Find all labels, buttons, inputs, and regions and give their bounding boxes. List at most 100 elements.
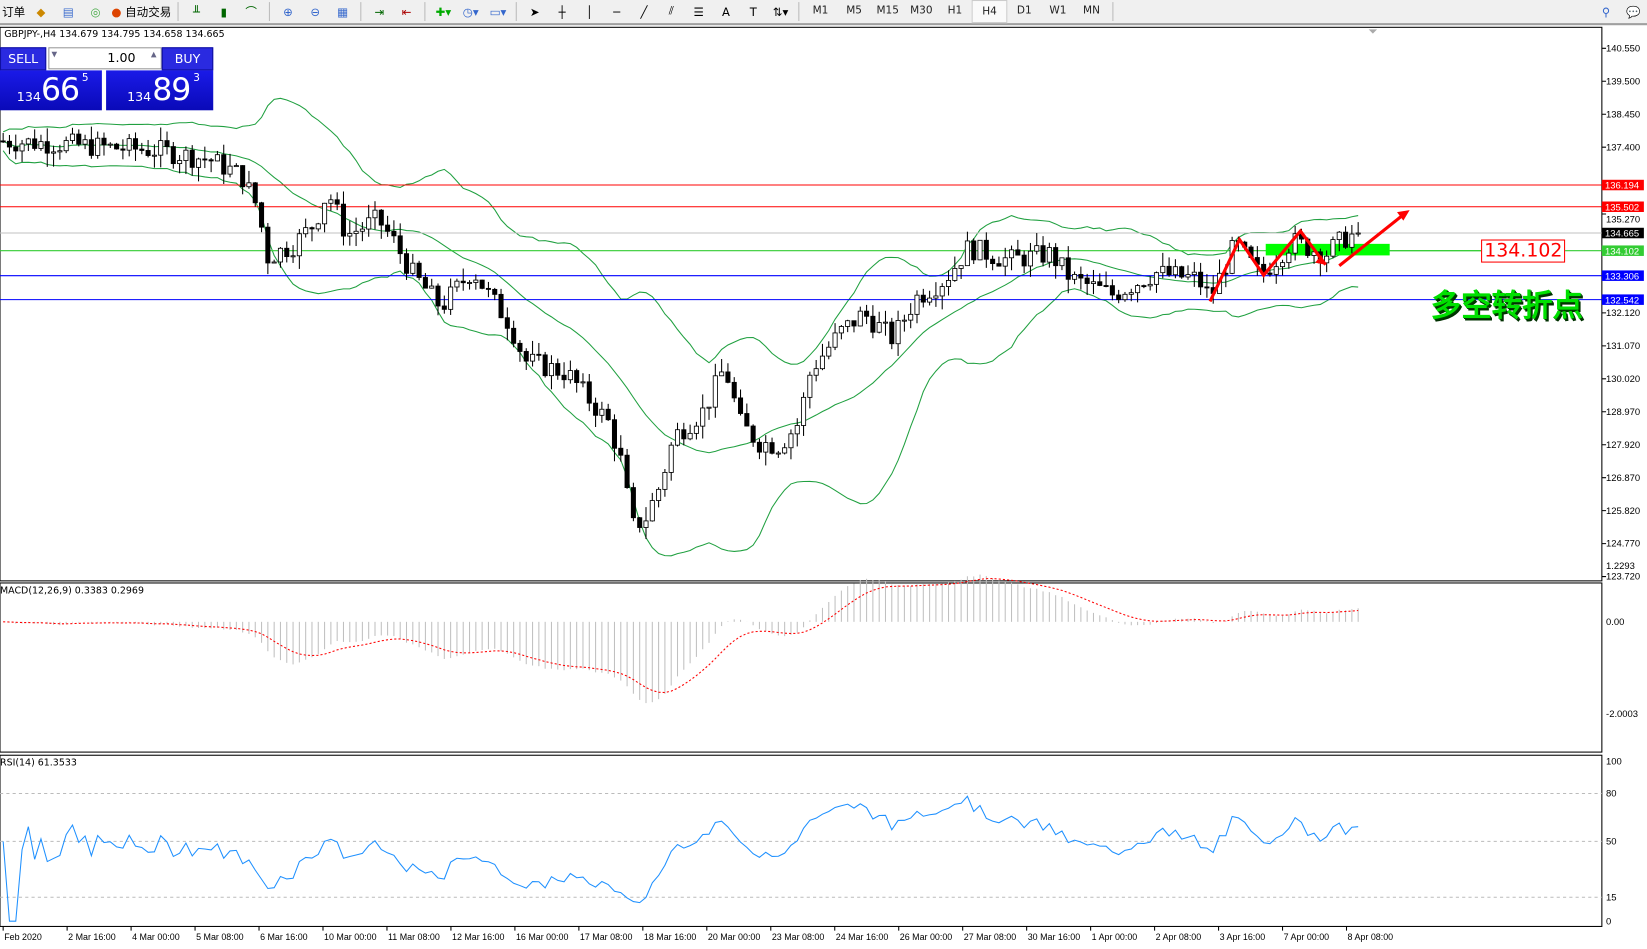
tile-windows-icon[interactable]: ▦ — [337, 4, 349, 19]
candle — [1034, 233, 1040, 255]
candle-body — [328, 199, 334, 204]
candle — [536, 342, 542, 361]
sell-price[interactable]: 134 66 5 — [0, 70, 102, 111]
candle-body — [914, 294, 920, 315]
candle — [580, 373, 586, 388]
price-tag-135.502: 135.502 — [1605, 202, 1639, 213]
candle-body — [448, 286, 454, 310]
candle — [744, 403, 750, 427]
candle — [687, 424, 693, 441]
candle — [593, 397, 599, 427]
candle-body — [630, 487, 636, 519]
timeframe-w1[interactable]: W1 — [1049, 4, 1067, 17]
periods-icon[interactable]: ◷▾ — [462, 4, 479, 19]
timeframe-h4[interactable]: H4 — [971, 0, 1008, 24]
sell-button[interactable]: SELL — [0, 47, 47, 71]
candle — [416, 260, 422, 281]
horizontal-line-icon[interactable]: ─ — [613, 4, 621, 19]
candle-body — [422, 277, 428, 289]
candle — [807, 371, 813, 409]
macd-axis-label: 0.00 — [1606, 617, 1624, 628]
arrows-icon[interactable]: ⇅▾ — [772, 4, 789, 19]
timeframe-m5[interactable]: M5 — [846, 4, 862, 17]
signal-icon[interactable]: ◎ — [90, 4, 101, 19]
bar-chart-icon[interactable]: ╨ — [193, 4, 201, 19]
text-label-icon[interactable]: T — [749, 4, 757, 19]
text-icon[interactable]: A — [721, 4, 730, 19]
timeframe-h1[interactable]: H1 — [947, 4, 963, 17]
zoom-out-icon[interactable]: ⊖ — [310, 4, 321, 19]
candle-body — [687, 432, 693, 440]
price-annotation[interactable]: 134.102 — [1481, 239, 1566, 263]
cursor-icon[interactable]: ➤ — [529, 4, 540, 19]
chat-icon[interactable]: 💬 — [1626, 4, 1641, 19]
candle-body — [567, 370, 573, 381]
chart-shift-icon[interactable]: ⇤ — [401, 4, 412, 19]
time-axis-label: 26 Mar 00:00 — [900, 932, 953, 942]
reversal-point-text[interactable]: 多空转折点 — [1430, 287, 1583, 324]
candle — [359, 222, 365, 242]
timeframe-m30[interactable]: M30 — [910, 4, 933, 17]
timeframe-mn[interactable]: MN — [1083, 4, 1100, 17]
candle — [983, 232, 989, 268]
candle — [1065, 246, 1071, 294]
line-chart-icon[interactable]: ⌒ — [245, 5, 257, 19]
candle-body — [1172, 266, 1178, 276]
candle-body — [945, 280, 952, 287]
time-axis-label: 27 Mar 08:00 — [964, 932, 1017, 942]
candle — [813, 359, 819, 382]
candle-body — [637, 517, 643, 528]
timeframe-m1[interactable]: M1 — [812, 4, 829, 17]
price-axis-label: 127.920 — [1606, 440, 1640, 451]
candle-body — [933, 295, 939, 299]
new-order-button[interactable]: 订单 — [2, 5, 26, 19]
divider — [515, 2, 517, 22]
volume-increase-icon[interactable]: ▲ — [150, 50, 157, 59]
candle-body — [385, 224, 391, 232]
indicators-icon[interactable]: ✚▾ — [435, 4, 452, 19]
candle-body — [744, 413, 750, 427]
candle — [76, 129, 82, 147]
chart-window[interactable]: 140.550 139.500 138.450 137.400 135.270 132.1… — [0, 25, 1647, 944]
main-pane-frame — [0, 26, 1603, 582]
rsi-axis-label: 15 — [1606, 892, 1617, 903]
candle — [517, 340, 523, 362]
trendline-icon[interactable]: ╱ — [640, 4, 648, 19]
volume-input[interactable]: 1.00 — [107, 50, 136, 66]
channel-icon[interactable]: ⫽ — [668, 4, 674, 18]
candle — [662, 468, 668, 497]
candlestick-icon[interactable]: ▮ — [220, 4, 228, 19]
time-axis-label: 5 Mar 08:00 — [196, 932, 244, 942]
buy-button[interactable]: BUY — [161, 47, 214, 71]
candle — [259, 201, 265, 233]
candle — [1261, 256, 1267, 283]
autotrade-button[interactable]: ● 自动交易 — [109, 1, 173, 22]
fibonacci-icon[interactable]: ☰ — [693, 4, 704, 19]
candle-body — [32, 138, 38, 149]
candle-body — [114, 143, 120, 150]
timeframe-m15[interactable]: M15 — [876, 4, 899, 17]
candle — [624, 448, 630, 489]
candle-body — [605, 408, 611, 421]
candle-body — [372, 209, 378, 219]
candle-body — [460, 280, 466, 284]
candle — [681, 422, 687, 446]
buy-price[interactable]: 134 89 3 — [106, 70, 214, 111]
volume-stepper[interactable]: ▼ 1.00 ▲ — [48, 47, 162, 70]
autoscroll-icon[interactable]: ⇥ — [374, 4, 385, 19]
chart-canvas[interactable]: 140.550 139.500 138.450 137.400 135.270 132.1… — [0, 25, 1647, 944]
volume-decrease-icon[interactable]: ▼ — [51, 50, 58, 59]
candle-body — [208, 159, 214, 162]
crosshair-icon[interactable]: ┼ — [558, 4, 566, 19]
vertical-line-icon[interactable]: │ — [585, 4, 593, 19]
candle — [57, 144, 63, 160]
search-icon[interactable]: ⚲ — [1601, 4, 1611, 19]
terminal-icon[interactable]: ▤ — [62, 4, 74, 19]
candle-body — [618, 447, 624, 456]
candle — [240, 165, 246, 195]
zoom-in-icon[interactable]: ⊕ — [283, 4, 293, 19]
templates-icon[interactable]: ▭▾ — [489, 4, 507, 19]
navigator-icon[interactable]: ◆ — [36, 4, 46, 19]
candle-body — [189, 149, 195, 168]
timeframe-d1[interactable]: D1 — [1016, 4, 1032, 17]
